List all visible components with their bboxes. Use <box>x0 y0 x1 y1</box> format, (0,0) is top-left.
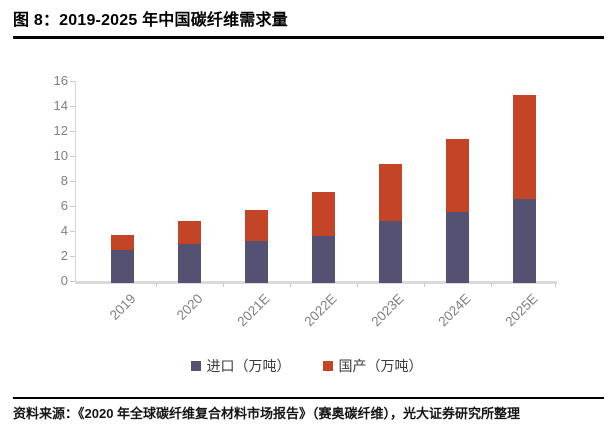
bar-segment-import <box>177 243 201 283</box>
bar-segment-import <box>378 221 402 283</box>
bar-segment-import <box>110 249 134 283</box>
x-axis-tick <box>222 283 224 287</box>
bar-segment-domestic <box>378 163 402 221</box>
y-axis-line <box>75 81 76 282</box>
bar-segment-domestic <box>244 209 268 241</box>
legend-item: 进口（万吨） <box>190 356 291 376</box>
y-axis-tick <box>70 206 75 207</box>
y-axis-label: 0 <box>60 273 68 288</box>
y-axis-tick <box>70 131 75 132</box>
legend-label: 进口（万吨） <box>206 358 291 374</box>
chart-legend: 进口（万吨） 国产（万吨） <box>0 356 613 376</box>
x-axis-label: 2025E <box>502 291 541 330</box>
y-axis-label: 8 <box>60 173 68 188</box>
y-axis-label: 4 <box>60 223 68 238</box>
y-axis-label: 16 <box>53 73 68 88</box>
y-axis-tick <box>70 256 75 257</box>
bar-segment-domestic <box>445 138 469 213</box>
footer-divider <box>13 397 604 399</box>
x-axis-label: 2019 <box>106 291 139 323</box>
x-axis-tick <box>555 283 556 287</box>
y-axis-label: 14 <box>53 98 68 113</box>
y-axis-tick <box>70 81 75 82</box>
bar-segment-import <box>244 241 268 283</box>
legend-item: 国产（万吨） <box>322 356 423 376</box>
bar-segment-import <box>311 236 335 283</box>
source-note: 资料来源：《2020 年全球碳纤维复合材料市场报告》（赛奥碳纤维），光大证券研究… <box>13 406 521 421</box>
bar-segment-import <box>445 212 469 283</box>
title-divider <box>13 36 604 39</box>
y-axis-label: 12 <box>53 123 68 138</box>
y-axis-tick <box>70 156 75 157</box>
x-axis-label: 2022E <box>301 291 340 330</box>
x-axis-tick <box>155 283 157 287</box>
bar-segment-domestic <box>512 94 536 199</box>
legend-swatch-icon <box>190 361 201 371</box>
bar-segment-domestic <box>311 192 335 236</box>
legend-swatch-icon <box>322 361 333 371</box>
y-axis-tick <box>70 231 75 232</box>
x-axis-tick <box>490 283 492 287</box>
x-axis-label: 2024E <box>435 291 474 330</box>
bar-segment-domestic <box>177 221 201 244</box>
y-axis-tick <box>70 281 75 282</box>
chart-area: 0 2 4 6 8 10 12 14 16 2019 2020 2021E 2022E 2023E 2024… <box>53 73 557 330</box>
y-axis-tick <box>70 106 75 107</box>
x-axis-tick <box>423 283 425 287</box>
x-axis-tick <box>289 283 291 287</box>
bar-segment-import <box>512 198 536 283</box>
y-axis-tick <box>70 181 75 182</box>
x-axis-label: 2021E <box>234 291 273 330</box>
legend-label: 国产（万吨） <box>338 358 423 374</box>
bar-segment-domestic <box>110 234 134 250</box>
y-axis-label: 2 <box>60 248 68 263</box>
x-axis-label: 2023E <box>368 291 407 330</box>
y-axis-label: 10 <box>53 148 68 163</box>
x-axis-label: 2020 <box>173 291 206 323</box>
figure-title: 图 8：2019-2025 年中国碳纤维需求量 <box>13 12 288 29</box>
y-axis-label: 6 <box>60 198 68 213</box>
x-axis-tick <box>356 283 358 287</box>
